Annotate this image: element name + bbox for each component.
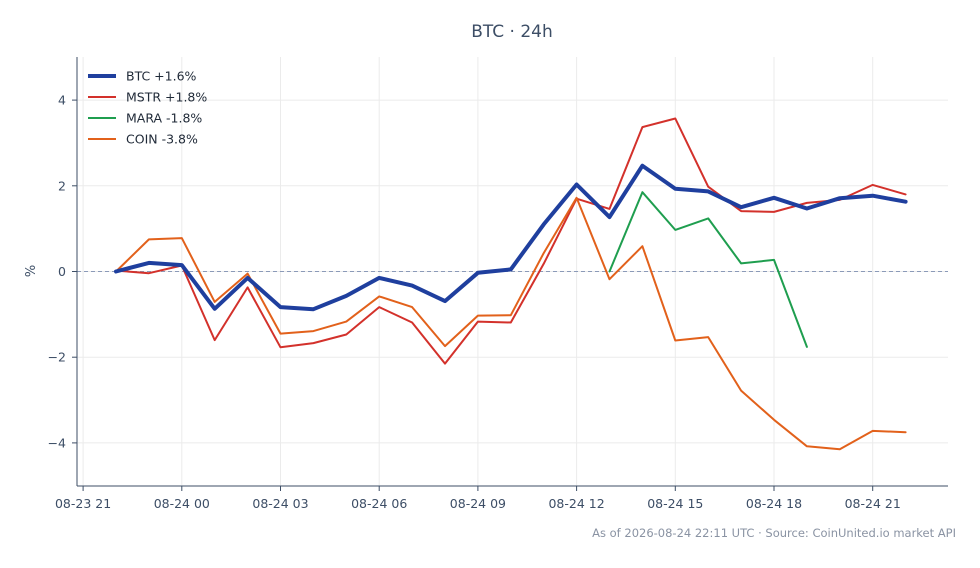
legend-label-btc: BTC +1.6% (126, 69, 197, 84)
x-tick-label: 08-24 06 (351, 496, 407, 511)
y-axis-ticks: −4 −2 0 2 4 (48, 93, 77, 450)
x-tick-label: 08-24 12 (548, 496, 604, 511)
y-tick-label: 4 (58, 93, 66, 108)
series-line-coin (115, 196, 907, 451)
y-tick-label: −2 (48, 350, 66, 365)
x-tick-label: 08-24 18 (746, 496, 802, 511)
chart-title: BTC · 24h (471, 22, 553, 42)
x-tick-label: 08-24 00 (154, 496, 210, 511)
series-line-btc (114, 163, 908, 312)
y-tick-label: 2 (58, 178, 66, 193)
y-tick-label: 0 (58, 264, 66, 279)
x-tick-label: 08-24 15 (647, 496, 703, 511)
legend-label-mstr: MSTR +1.8% (126, 90, 207, 105)
x-tick-label: 08-24 03 (252, 496, 308, 511)
legend-label-mara: MARA -1.8% (126, 111, 202, 126)
legend-label-coin: COIN -3.8% (126, 132, 198, 147)
series-line-mara (608, 191, 808, 348)
legend: BTC +1.6% MSTR +1.8% MARA -1.8% COIN -3.8% (88, 69, 207, 147)
y-axis-label: % (24, 265, 39, 277)
y-tick-label: −4 (48, 435, 66, 450)
series-lines (114, 117, 908, 451)
x-tick-label: 08-24 21 (845, 496, 901, 511)
x-tick-label: 08-23 21 (55, 496, 111, 511)
footer-note: As of 2026-08-24 22:11 UTC · Source: Coi… (592, 526, 956, 540)
series-line-mstr (115, 117, 907, 365)
x-tick-label: 08-24 09 (450, 496, 506, 511)
x-axis-ticks: 08-23 21 08-24 00 08-24 03 08-24 06 08-24 09… (55, 486, 901, 511)
